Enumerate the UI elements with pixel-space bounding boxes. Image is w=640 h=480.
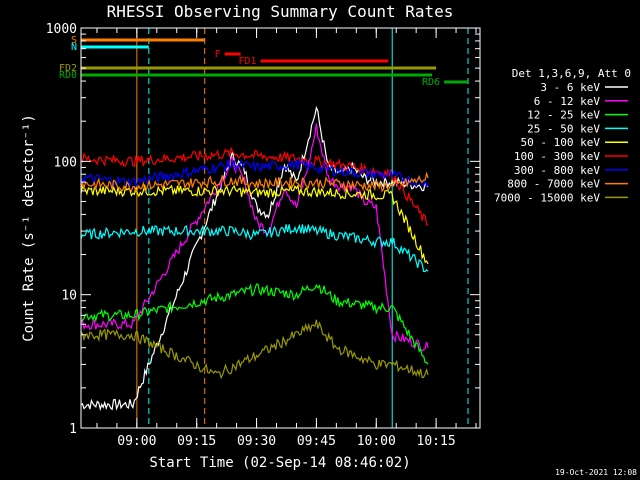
legend-entry-3-6-kev: 3 - 6 keV: [540, 81, 600, 94]
y-tick-label: 10: [61, 289, 77, 304]
chart-title: RHESSI Observing Summary Count Rates: [107, 2, 454, 21]
series-800-7000-kev: [80, 171, 429, 193]
series-7000-15000-kev: [80, 319, 429, 380]
x-tick-label: 09:45: [297, 434, 336, 449]
series-12-25-kev: [80, 283, 429, 365]
legend-entry-12-25-kev: 12 - 25 keV: [527, 109, 600, 122]
x-axis-label: Start Time (02-Sep-14 08:46:02): [149, 455, 410, 471]
flag-label-rd6: RD6: [422, 77, 440, 88]
x-tick-label: 09:00: [117, 434, 156, 449]
plot-frame: [80, 27, 481, 429]
legend-title: Det 1,3,6,9, Att 0: [512, 67, 631, 80]
axes: 1 10 100 1000 09:00 09:15 09:30 09:45 10:00 10:15: [46, 22, 480, 449]
flag-label-fd1: FD1: [238, 56, 256, 67]
flag-label-rd0: RD0: [59, 70, 77, 81]
y-tick-label: 100: [54, 155, 77, 170]
legend-entry-300-800-kev: 300 - 800 keV: [514, 164, 600, 177]
legend-entry-100-300-kev: 100 - 300 keV: [514, 150, 600, 163]
series-lines: [80, 105, 429, 412]
series-25-50-kev: [80, 223, 429, 273]
y-tick-label: 1: [69, 422, 77, 437]
legend-entry-25-50-kev: 25 - 50 keV: [527, 122, 600, 135]
series-3-6-kev: [80, 105, 429, 412]
x-tick-label: 10:00: [357, 434, 396, 449]
flag-label-fd2: FD2: [59, 63, 77, 74]
legend-entry-50-100-kev: 50 - 100 keV: [521, 136, 601, 149]
y-axis-label: Count Rate (s⁻¹ detector⁻¹): [21, 114, 37, 342]
legend-entry-6-12-kev: 6 - 12 keV: [534, 95, 601, 108]
flag-label-n: N: [71, 42, 77, 53]
x-tick-label: 10:15: [417, 434, 456, 449]
x-tick-label: 09:15: [177, 434, 216, 449]
y-tick-label: 1000: [46, 22, 77, 37]
legend-entry-7000-15000-kev: 7000 - 15000 keV: [494, 191, 600, 204]
timestamp: 19-Oct-2021 12:08: [555, 468, 637, 477]
x-tick-label: 09:30: [237, 434, 276, 449]
flag-label-s: S: [71, 35, 77, 46]
flag-label-f: F: [215, 49, 221, 60]
legend-entry-800-7000-kev: 800 - 7000 keV: [507, 178, 600, 191]
series-300-800-kev: [80, 158, 429, 189]
